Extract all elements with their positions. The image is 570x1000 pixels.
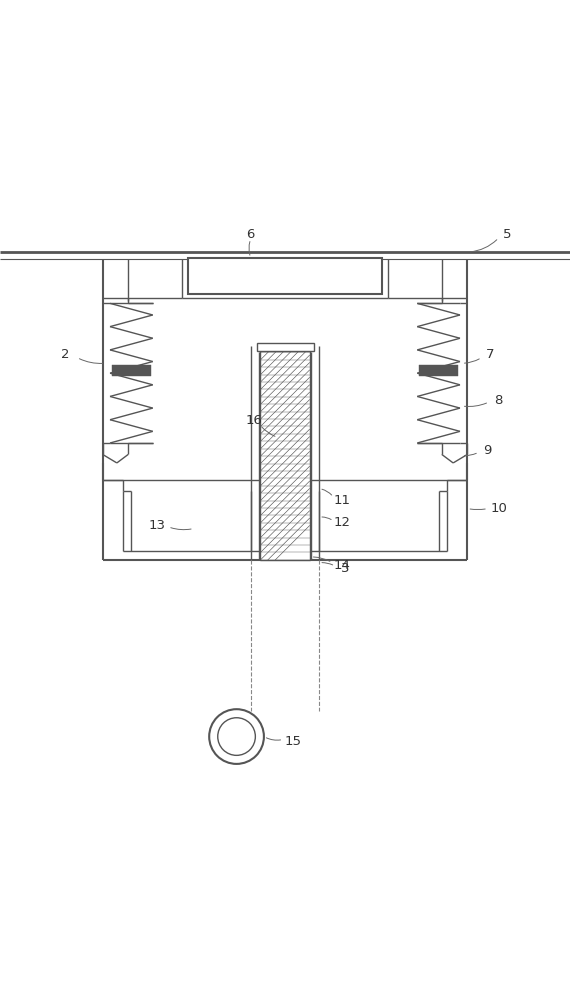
Bar (188, 258, 382, 294)
Text: 3: 3 (341, 562, 349, 575)
Text: 13: 13 (148, 519, 165, 532)
Text: 12: 12 (333, 516, 351, 529)
Text: 11: 11 (333, 493, 351, 506)
Bar (260, 351, 310, 560)
Text: 10: 10 (490, 502, 507, 515)
Bar (419, 365, 458, 376)
Bar (256, 343, 314, 351)
Bar (112, 365, 151, 376)
Text: 16: 16 (245, 414, 262, 427)
Text: 15: 15 (285, 735, 302, 748)
Text: 6: 6 (247, 228, 255, 241)
Text: 5: 5 (503, 228, 511, 241)
Text: 8: 8 (495, 394, 503, 407)
Text: 14: 14 (333, 559, 351, 572)
Text: 7: 7 (486, 348, 494, 361)
Text: 9: 9 (483, 444, 491, 457)
Text: 2: 2 (62, 348, 70, 361)
